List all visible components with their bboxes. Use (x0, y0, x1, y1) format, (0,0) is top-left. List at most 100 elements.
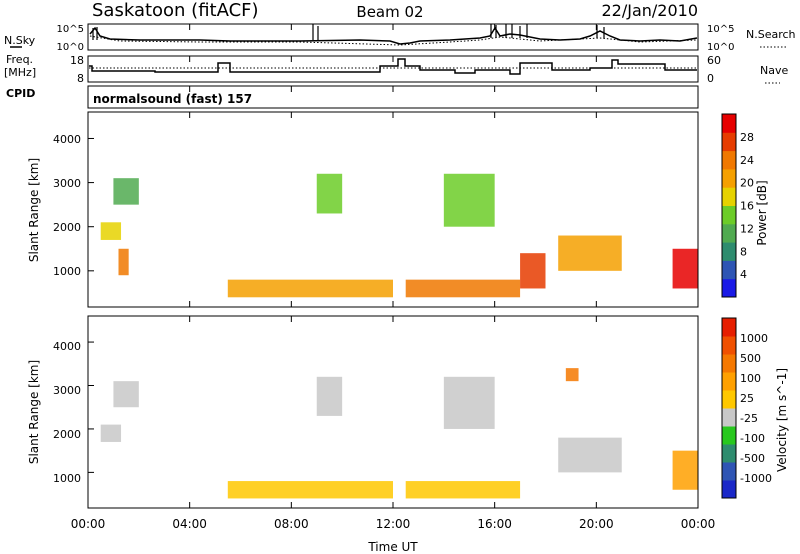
time-axis-tick-label: 00:00 (71, 517, 106, 531)
velocity-heatmap (88, 341, 698, 499)
velocity-colorbar-tick: -25 (740, 412, 758, 425)
velocity-echo-region (316, 376, 343, 416)
power-echo-region (118, 248, 129, 276)
velocity-colorbar-bin (722, 354, 736, 373)
velocity-ytick-2000: 2000 (53, 428, 81, 441)
freq-left-tick-bottom: 8 (77, 72, 84, 85)
power-colorbar-tick: 20 (740, 177, 754, 190)
nsky-label: N.Sky (4, 34, 36, 47)
noise-left-tick-bottom: 10^0 (57, 42, 84, 53)
power-echo-region (100, 222, 122, 240)
velocity-colorbar-bin (722, 336, 736, 355)
time-axis-tick-label: 12:00 (376, 517, 411, 531)
velocity-colorbar-bin (722, 318, 736, 337)
time-axis-label: Time UT (367, 540, 418, 554)
velocity-colorbar-bin (722, 390, 736, 409)
power-colorbar-tick: 16 (740, 200, 754, 213)
nsky-trace (89, 26, 698, 45)
velocity-echo-region (405, 481, 521, 499)
nsearch-trace (89, 35, 698, 46)
power-colorbar-tick: 8 (740, 245, 747, 258)
velocity-colorbar-tick: 25 (740, 392, 754, 405)
cpid-value: normalsound (fast) 157 (93, 92, 252, 106)
power-ytick-1000: 1000 (53, 265, 81, 278)
freq-label: Freq. (6, 53, 33, 66)
velocity-colorbar-tick: 500 (740, 352, 761, 365)
freq-unit-label: [MHz] (4, 66, 36, 79)
power-colorbar-bin (722, 205, 736, 225)
power-colorbar-bin (722, 278, 736, 298)
power-panel (87, 111, 699, 308)
time-axis-tick-label: 08:00 (274, 517, 309, 531)
power-echo-region (558, 235, 622, 271)
power-colorbar-bin (722, 260, 736, 280)
velocity-colorbar-tick: 1000 (740, 332, 768, 345)
nsearch-label: N.Search (746, 28, 796, 41)
freq-trace (89, 58, 697, 75)
time-axis-tick-label: 16:00 (477, 517, 512, 531)
velocity-colorbar-tick: -500 (740, 452, 765, 465)
freq-right-tick-bottom: 0 (707, 72, 714, 85)
power-colorbar: 4 8 12 16 20 24 28 (721, 113, 754, 298)
power-echo-region (227, 279, 393, 298)
date-title: 22/Jan/2010 (601, 1, 698, 20)
power-ytick-2000: 2000 (53, 221, 81, 234)
power-colorbar-bin (722, 168, 736, 188)
noise-left-tick-top: 10^5 (57, 24, 84, 35)
velocity-colorbar-bin (722, 462, 736, 481)
velocity-panel (87, 315, 699, 509)
velocity-y-ticks: 1000 2000 3000 4000 (53, 340, 81, 485)
velocity-ytick-1000: 1000 (53, 472, 81, 485)
noise-spikes (92, 24, 605, 40)
velocity-colorbar-bin (722, 444, 736, 463)
velocity-echo-region (100, 424, 122, 442)
nave-label: Nave (760, 64, 788, 77)
power-colorbar-frame (721, 113, 737, 298)
velocity-colorbar: 1000 500 100 25 -25 -100 -500 -1000 (721, 317, 772, 499)
power-echo-region (443, 173, 495, 227)
velocity-ylabel: Slant Range [km] (27, 360, 41, 464)
velocity-colorbar-bin (722, 408, 736, 427)
power-echo-region (113, 178, 139, 205)
velocity-colorbar-tick: -1000 (740, 472, 772, 485)
freq-left-tick-top: 18 (70, 54, 84, 67)
velocity-colorbar-bin (722, 480, 736, 499)
power-colorbar-bin (722, 150, 736, 170)
power-echo-region (520, 253, 546, 289)
cpid-label: CPID (6, 87, 35, 100)
power-colorbar-tick: 24 (740, 154, 754, 167)
power-colorbar-label: Power [dB] (755, 180, 769, 245)
time-axis-tick-label: 04:00 (172, 517, 207, 531)
power-echo-region (672, 248, 698, 289)
velocity-echo-region (227, 481, 393, 499)
velocity-echo-region (558, 437, 622, 473)
power-ytick-3000: 3000 (53, 177, 81, 190)
velocity-echo-region (565, 368, 579, 382)
power-colorbar-bin (722, 114, 736, 133)
beam-title: Beam 02 (356, 3, 423, 21)
power-ylabel: Slant Range [km] (27, 158, 41, 262)
velocity-colorbar-label: Velocity [m s^-1] (775, 368, 789, 472)
time-axis-tick-label: 20:00 (579, 517, 614, 531)
power-y-ticks: 1000 2000 3000 4000 (53, 133, 81, 278)
velocity-echo-region (672, 450, 698, 490)
power-colorbar-tick: 12 (740, 222, 754, 235)
power-ytick-4000: 4000 (53, 133, 81, 146)
power-colorbar-bin (722, 132, 736, 152)
station-title: Saskatoon (fitACF) (92, 0, 259, 21)
velocity-echo-region (443, 376, 495, 429)
velocity-colorbar-tick: 100 (740, 372, 761, 385)
velocity-colorbar-bin (722, 426, 736, 445)
velocity-colorbar-tick: -100 (740, 432, 765, 445)
velocity-colorbar-frame (721, 317, 737, 499)
power-colorbar-tick: 4 (740, 268, 747, 281)
velocity-echo-region (113, 381, 139, 408)
power-echo-region (405, 279, 521, 298)
velocity-ytick-4000: 4000 (53, 340, 81, 353)
time-axis-tick-label: 00:00 (681, 517, 716, 531)
freq-right-tick-top: 60 (707, 54, 721, 67)
power-colorbar-bin (722, 187, 736, 206)
velocity-ytick-3000: 3000 (53, 384, 81, 397)
velocity-colorbar-bin (722, 372, 736, 391)
noise-right-tick-top: 10^5 (707, 24, 734, 35)
